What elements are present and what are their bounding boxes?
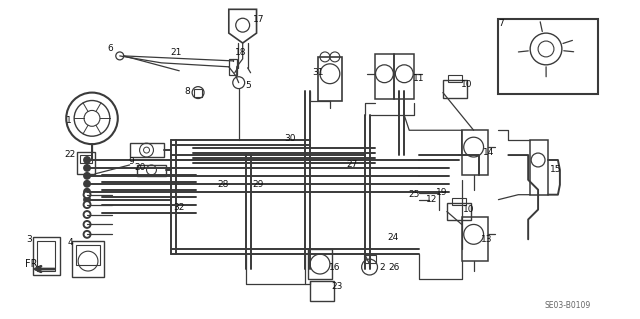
Circle shape: [84, 197, 90, 203]
Text: 12: 12: [426, 195, 438, 204]
Circle shape: [84, 201, 90, 208]
Text: 25: 25: [408, 190, 420, 199]
Text: 14: 14: [483, 148, 494, 157]
Bar: [308, 249, 332, 279]
Bar: [530, 140, 548, 195]
Text: 6: 6: [107, 44, 113, 54]
Bar: [461, 130, 488, 175]
Bar: [310, 281, 334, 301]
Text: SE03-B0109: SE03-B0109: [545, 301, 591, 310]
Text: 22: 22: [65, 150, 76, 159]
Text: 13: 13: [481, 235, 492, 244]
Text: 9: 9: [129, 158, 134, 167]
Text: 8: 8: [184, 87, 190, 96]
Text: 19: 19: [436, 188, 447, 197]
Text: 21: 21: [171, 48, 182, 57]
Circle shape: [84, 157, 90, 163]
Text: 15: 15: [550, 166, 562, 174]
Bar: [443, 80, 467, 98]
Text: 16: 16: [329, 263, 340, 271]
Text: 26: 26: [388, 263, 400, 271]
Bar: [76, 245, 100, 265]
Bar: [452, 198, 466, 204]
Text: 27: 27: [346, 160, 357, 169]
Circle shape: [84, 231, 90, 238]
Bar: [38, 241, 55, 271]
Text: FR.: FR.: [24, 259, 40, 269]
Text: 17: 17: [253, 15, 264, 24]
Circle shape: [116, 52, 124, 60]
Text: 4: 4: [67, 238, 73, 247]
Text: 20: 20: [134, 163, 145, 173]
Text: 31: 31: [312, 68, 324, 77]
Bar: [77, 152, 95, 174]
Bar: [318, 57, 342, 100]
Bar: [374, 54, 394, 99]
Circle shape: [84, 165, 90, 171]
Text: 10: 10: [461, 80, 472, 89]
Text: 32: 32: [173, 203, 185, 212]
Bar: [499, 19, 598, 93]
Text: 7: 7: [499, 19, 504, 28]
Circle shape: [84, 173, 90, 179]
Circle shape: [84, 221, 90, 228]
Text: 30: 30: [285, 134, 296, 143]
Text: 29: 29: [253, 180, 264, 189]
Circle shape: [84, 191, 90, 198]
Bar: [461, 218, 488, 261]
Bar: [33, 237, 60, 275]
Bar: [229, 59, 237, 75]
Bar: [136, 165, 166, 176]
Bar: [447, 203, 470, 220]
Circle shape: [84, 211, 90, 218]
Bar: [80, 155, 92, 163]
Text: 24: 24: [388, 233, 399, 242]
Bar: [130, 143, 164, 157]
Text: 1: 1: [67, 116, 72, 125]
Bar: [72, 241, 104, 277]
Text: 2: 2: [380, 263, 385, 271]
Text: 5: 5: [246, 81, 252, 90]
Text: 23: 23: [331, 282, 342, 291]
Text: 10: 10: [463, 205, 474, 214]
Bar: [364, 255, 376, 263]
Text: 28: 28: [217, 180, 228, 189]
Bar: [448, 75, 461, 82]
Text: 18: 18: [235, 48, 246, 57]
Bar: [394, 54, 414, 99]
Text: 11: 11: [413, 74, 425, 83]
Text: 3: 3: [27, 235, 33, 244]
Circle shape: [84, 181, 90, 187]
Bar: [194, 89, 202, 97]
Circle shape: [84, 189, 90, 195]
